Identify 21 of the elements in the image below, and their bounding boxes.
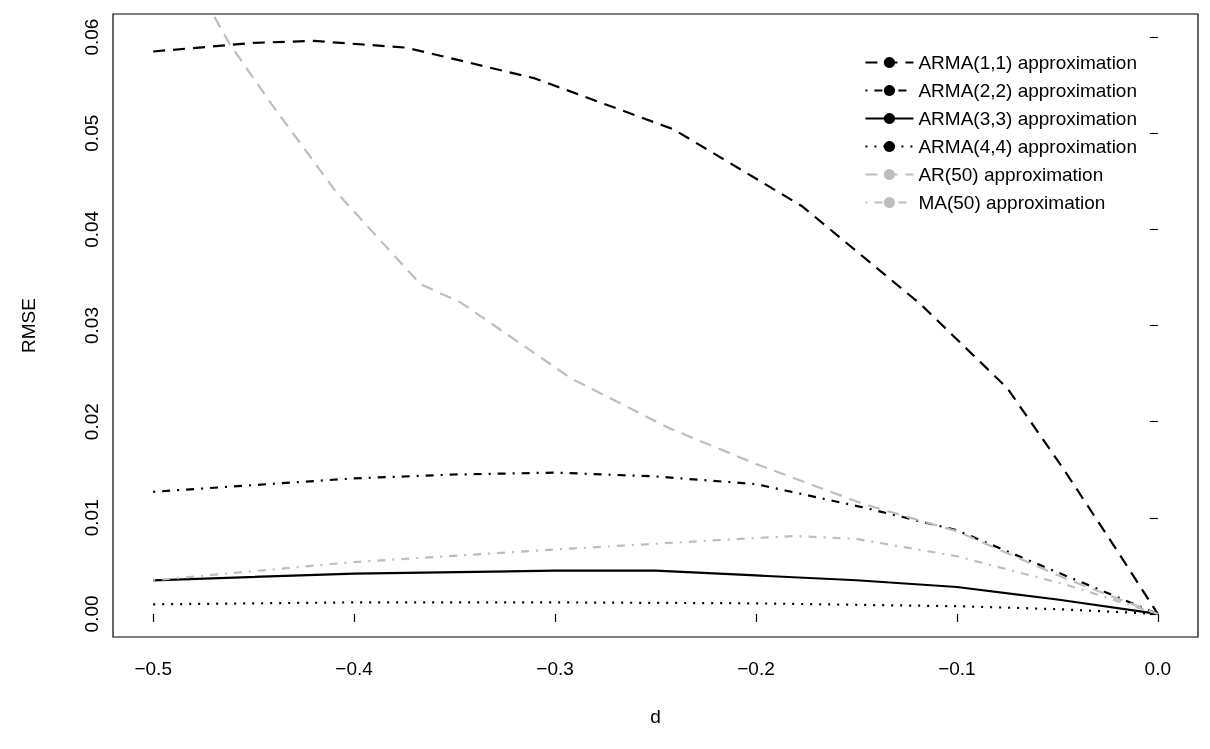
- x-tick-label: 0.0: [1144, 658, 1172, 679]
- legend-label: ARMA(1,1) approximation: [918, 52, 1138, 73]
- x-tick-label: −0.2: [737, 658, 775, 679]
- x-tick-label: −0.1: [938, 658, 976, 679]
- legend-label: ARMA(3,3) approximation: [918, 108, 1138, 129]
- y-tick-label: 0.02: [80, 403, 102, 441]
- y-tick-label: 0.04: [80, 210, 102, 248]
- y-tick-label: 0.01: [80, 499, 102, 537]
- x-tick-label: −0.5: [134, 658, 172, 679]
- legend-label: AR(50) approximation: [918, 164, 1104, 185]
- x-tick-label: −0.3: [536, 658, 574, 679]
- y-tick-label: 0.03: [80, 307, 102, 344]
- legend-label: MA(50) approximation: [918, 192, 1106, 213]
- legend-label: ARMA(4,4) approximation: [918, 136, 1138, 157]
- x-tick-label: −0.4: [335, 658, 374, 679]
- y-axis-title: RMSE: [18, 298, 39, 353]
- x-axis-title: d: [650, 706, 661, 727]
- y-tick-label: 0.00: [80, 595, 102, 633]
- y-tick-label: 0.06: [80, 18, 102, 56]
- legend-label: ARMA(2,2) approximation: [918, 80, 1138, 101]
- y-tick-label: 0.05: [80, 114, 102, 152]
